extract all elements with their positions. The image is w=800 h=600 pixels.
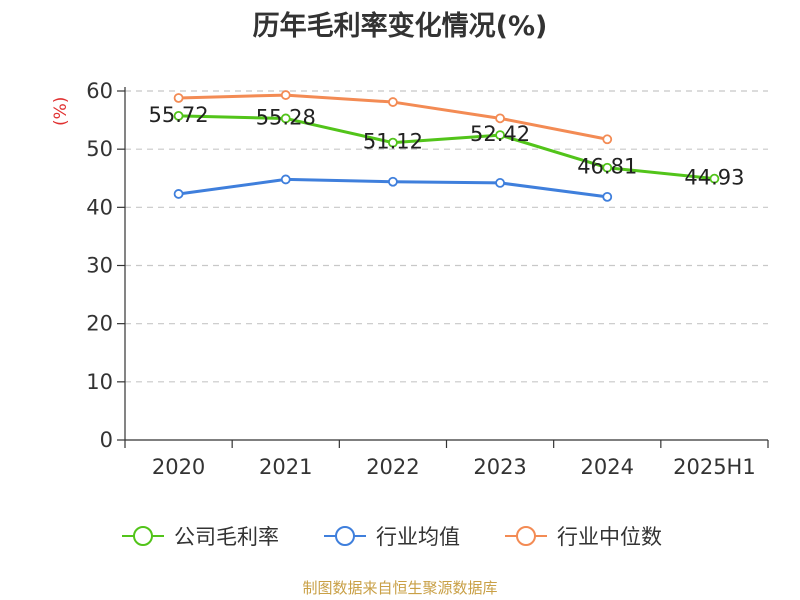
series-1-point-2020 — [173, 189, 184, 199]
series-1-point-2024 — [602, 191, 613, 202]
x-tick-label: 2024 — [581, 455, 634, 479]
x-tick-label: 2022 — [366, 455, 419, 479]
x-tick-label: 2020 — [152, 455, 205, 479]
y-tick-label: 30 — [86, 254, 113, 278]
legend-marker-company-icon — [122, 526, 164, 546]
data-label-2022: 51.12 — [363, 130, 423, 154]
legend-label-industry-mean: 行业均值 — [376, 525, 460, 549]
series-1-point-2022 — [388, 176, 398, 187]
y-tick-label: 50 — [86, 137, 113, 161]
series-0-point-2023 — [495, 130, 505, 140]
x-tick-label: 2025H1 — [673, 455, 756, 479]
chart-title: 历年毛利率变化情况(%) — [252, 11, 548, 42]
legend-label-company: 公司毛利率 — [174, 525, 279, 549]
series-2-point-2023 — [495, 113, 505, 124]
y-tick-label: 10 — [86, 370, 113, 394]
series-0-point-2020 — [173, 110, 184, 121]
x-tick-label: 2023 — [473, 455, 526, 479]
chart-legend: 公司毛利率 行业均值 行业中位数 — [0, 518, 800, 554]
series-2-point-2022 — [388, 97, 398, 107]
y-tick-label: 0 — [100, 428, 113, 452]
series-1-point-2021 — [280, 174, 291, 185]
legend-marker-industry-mean-icon — [324, 526, 366, 546]
data-label-2025H1: 44.93 — [684, 166, 744, 190]
y-tick-label: 40 — [86, 195, 113, 219]
legend-item-industry-median[interactable]: 行业中位数 — [503, 518, 662, 554]
legend-marker-industry-median-icon — [505, 526, 547, 546]
data-label-2020: 55.72 — [149, 103, 209, 127]
x-tick-label: 2021 — [259, 455, 312, 479]
series-0-point-2021 — [280, 113, 291, 124]
y-tick-label: 20 — [86, 312, 113, 336]
legend-label-industry-median: 行业中位数 — [557, 525, 662, 549]
data-label-2021: 55.28 — [256, 105, 316, 129]
y-tick-label: 60 — [86, 79, 113, 103]
series-2-point-2020 — [173, 93, 184, 103]
legend-item-company[interactable]: 公司毛利率 — [120, 518, 279, 554]
series-0-point-2022 — [388, 137, 398, 148]
series-0-point-2025H1 — [709, 173, 720, 184]
series-1-point-2023 — [495, 178, 505, 188]
series-0-point-2024 — [602, 162, 613, 173]
data-label-2024: 46.81 — [577, 155, 637, 179]
series-line-0 — [178, 114, 715, 181]
data-label-2023: 52.42 — [470, 122, 530, 146]
series-2-point-2024 — [602, 134, 613, 145]
legend-item-industry-mean[interactable]: 行业均值 — [322, 518, 460, 554]
data-source-note: 制图数据来自恒生聚源数据库 — [302, 579, 498, 597]
series-2-point-2021 — [280, 90, 291, 100]
